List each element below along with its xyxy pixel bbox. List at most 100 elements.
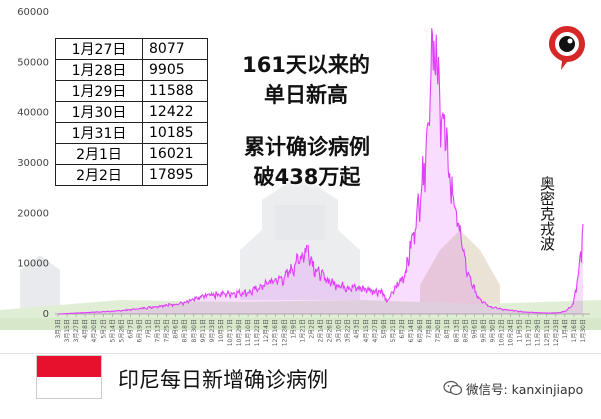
y-tick-label: 20000 [17,208,49,219]
headline-line-3: 累计确诊病例 [244,135,370,159]
x-tick-label: 10月24日 [508,319,515,346]
x-tick-label: 6月7日 [127,319,134,339]
x-tick-label: 1月9日 [290,319,297,339]
x-tick-label: 11月22日 [254,319,261,346]
x-tick-label: 7月20日 [435,319,442,342]
table-row: 1月30日 12422 [55,101,208,123]
y-tick-label: 0 [43,309,49,320]
table-cell-date: 1月28日 [55,59,143,81]
x-tick-label: 10月29日 [236,319,243,346]
table-cell-value: 12422 [142,101,208,123]
x-tick-label: 1月16日 [571,319,578,342]
table-cell-value: 16021 [142,143,208,165]
y-tick-label: 50000 [17,57,49,68]
table-cell-value: 11588 [142,80,208,102]
x-tick-label: 1月21日 [299,319,306,342]
x-tick-label: 10月12日 [499,319,506,346]
headline-cumulative: 累计确诊病例 破438万起 [212,132,402,192]
x-tick-label: 8月6日 [173,319,180,339]
x-tick-label: 2月14日 [318,319,325,342]
series-line [57,28,584,315]
headline-line-1: 161天以来的 [242,53,370,77]
x-tick-label: 7月25日 [164,319,171,342]
table-cell-date: 1月31日 [55,122,143,144]
headline-record: 161天以来的 单日新高 [216,50,396,110]
brand-logo [549,26,585,70]
table-row: 1月27日 8077 [55,38,208,60]
headline-line-2: 单日新高 [264,83,348,107]
x-tick-label: 8月30日 [191,319,198,342]
x-tick-label: 9月30日 [489,319,496,342]
chart-caption: 印尼每日新增确诊病例 [118,368,328,392]
series-area [58,28,583,314]
x-tick-label: 5月26日 [118,319,125,342]
y-tick-label: 10000 [17,259,49,270]
x-tick-label: 3月3日 [55,319,62,339]
daily-cases-table: 1月27日 8077 1月28日 9905 1月29日 11588 1月30日 12422 1月… [55,38,208,186]
x-tick-label: 12月28日 [281,319,288,346]
y-axis: 0 10000 20000 30000 40000 50000 60000 [17,7,49,320]
x-tick-label: 6月26日 [417,319,424,342]
x-tick-label: 10月17日 [227,319,234,346]
x-tick-label: 11月5日 [517,319,524,342]
x-tick-label: 5月2日 [100,319,107,339]
table-row: 1月29日 11588 [55,80,208,102]
flag-white-band [37,377,101,398]
wechat-account: 微信号: kanxinjiapo [466,382,584,397]
chart-area: 0 10000 20000 30000 40000 50000 60000 3月3日 3月15… [0,7,601,346]
table-cell-date: 1月27日 [55,38,143,60]
x-tick-label: 11月17日 [526,319,533,346]
y-tick-label: 60000 [17,7,49,18]
x-tick-label: 4月8日 [82,319,89,339]
x-tick-label: 7月13日 [155,319,162,342]
table-cell-value: 9905 [142,59,208,81]
x-tick-label: 12月4日 [263,319,270,342]
x-tick-label: 7月8日 [426,319,433,339]
x-tick-label: 2月2日 [308,319,315,339]
chart-svg: 0 10000 20000 30000 40000 50000 60000 3月3日 3月15… [0,7,601,346]
table-row: 1月28日 9905 [55,59,208,81]
table-row: 2月2日 17895 [55,164,208,186]
x-tick-label: 4月20日 [91,319,98,342]
x-axis: 3月3日 3月15日 3月27日 4月8日 4月20日 5月2日 5月14日 5月26日 6月7… [55,314,587,346]
wechat-icon [443,380,463,396]
x-tick-label: 5月14日 [109,319,116,342]
headline-line-4: 破438万起 [253,165,361,189]
x-tick-label: 3月22日 [345,319,352,342]
x-tick-label: 9月11日 [200,319,207,342]
table-cell-date: 2月2日 [55,164,143,186]
y-tick-label: 30000 [17,158,49,169]
indonesia-flag [36,355,102,399]
table-cell-date: 2月1日 [55,143,143,165]
x-tick-label: 5月9日 [381,319,388,339]
table-cell-date: 1月29日 [55,80,143,102]
x-tick-label: 8月1日 [444,319,451,339]
x-tick-label: 4月3日 [354,319,361,339]
daily-cases-table-body: 1月27日 8077 1月28日 9905 1月29日 11588 1月30日 12422 1月… [55,38,208,186]
table-cell-value: 10185 [142,122,208,144]
x-tick-label: 10月5日 [218,319,225,342]
x-tick-label: 8月18日 [182,319,189,342]
x-tick-label: 11月10日 [245,319,252,346]
x-tick-label: 12月16日 [272,319,279,346]
table-row: 2月1日 16021 [55,143,208,165]
x-tick-label: 8月25日 [462,319,469,342]
x-tick-label: 6月14日 [408,319,415,342]
x-tick-label: 2月26日 [327,319,334,342]
x-tick-label: 6月19日 [136,319,143,342]
x-tick-label: 5月21日 [390,319,397,342]
x-tick-label: 1月4日 [562,319,569,339]
x-tick-label: 9月23日 [209,319,216,342]
x-tick-label: 11月29日 [535,319,542,346]
x-tick-label: 6月2日 [399,319,406,339]
x-tick-label: 12月23日 [553,319,560,346]
x-tick-label: 12月11日 [544,319,551,346]
flag-red-band [37,356,101,377]
table-cell-date: 1月30日 [55,101,143,123]
x-tick-label: 3月15日 [64,319,71,342]
table-row: 1月31日 10185 [55,122,208,144]
x-tick-label: 4月15日 [363,319,370,342]
table-cell-value: 17895 [142,164,208,186]
x-tick-label: 9月18日 [480,319,487,342]
x-tick-label: 3月10日 [336,319,343,342]
